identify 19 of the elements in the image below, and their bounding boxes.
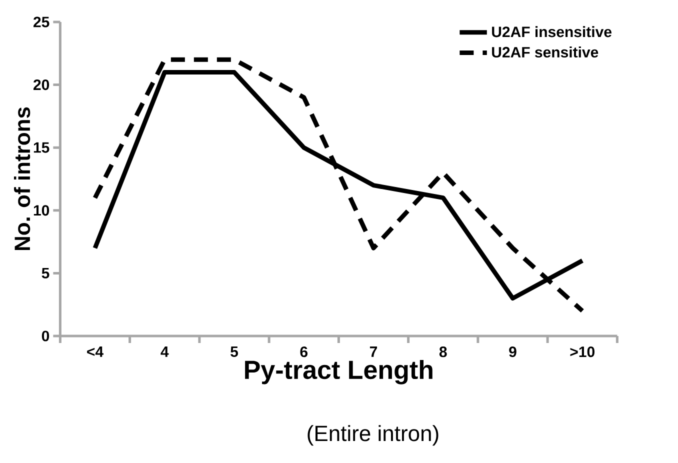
x-tick-label: 9	[509, 346, 516, 358]
x-tick-label: 7	[370, 346, 378, 357]
y-tick-label: 5	[42, 268, 50, 278]
x-tick-label: 6	[300, 346, 308, 358]
legend-label: U2AF insensitive	[492, 26, 612, 38]
x-tick-label: <4	[87, 346, 104, 357]
y-tick-label: 20	[34, 79, 50, 90]
x-tick-label: 4	[160, 346, 169, 357]
x-tick-label: 5	[230, 346, 238, 357]
y-tick-label: 25	[34, 16, 50, 28]
x-tick-label: >10	[570, 346, 594, 358]
text: (Entire intron)	[308, 425, 438, 446]
y-tick-label: 10	[34, 205, 50, 216]
x-axis-title: Py-tract Length	[245, 360, 432, 384]
legend-label: U2AF sensitive	[492, 46, 598, 58]
y-tick-label: 0	[42, 330, 50, 342]
y-tick-label: 15	[34, 142, 50, 153]
y-axis-title: No. of introns	[14, 107, 30, 250]
x-tick-label: 8	[439, 346, 447, 358]
